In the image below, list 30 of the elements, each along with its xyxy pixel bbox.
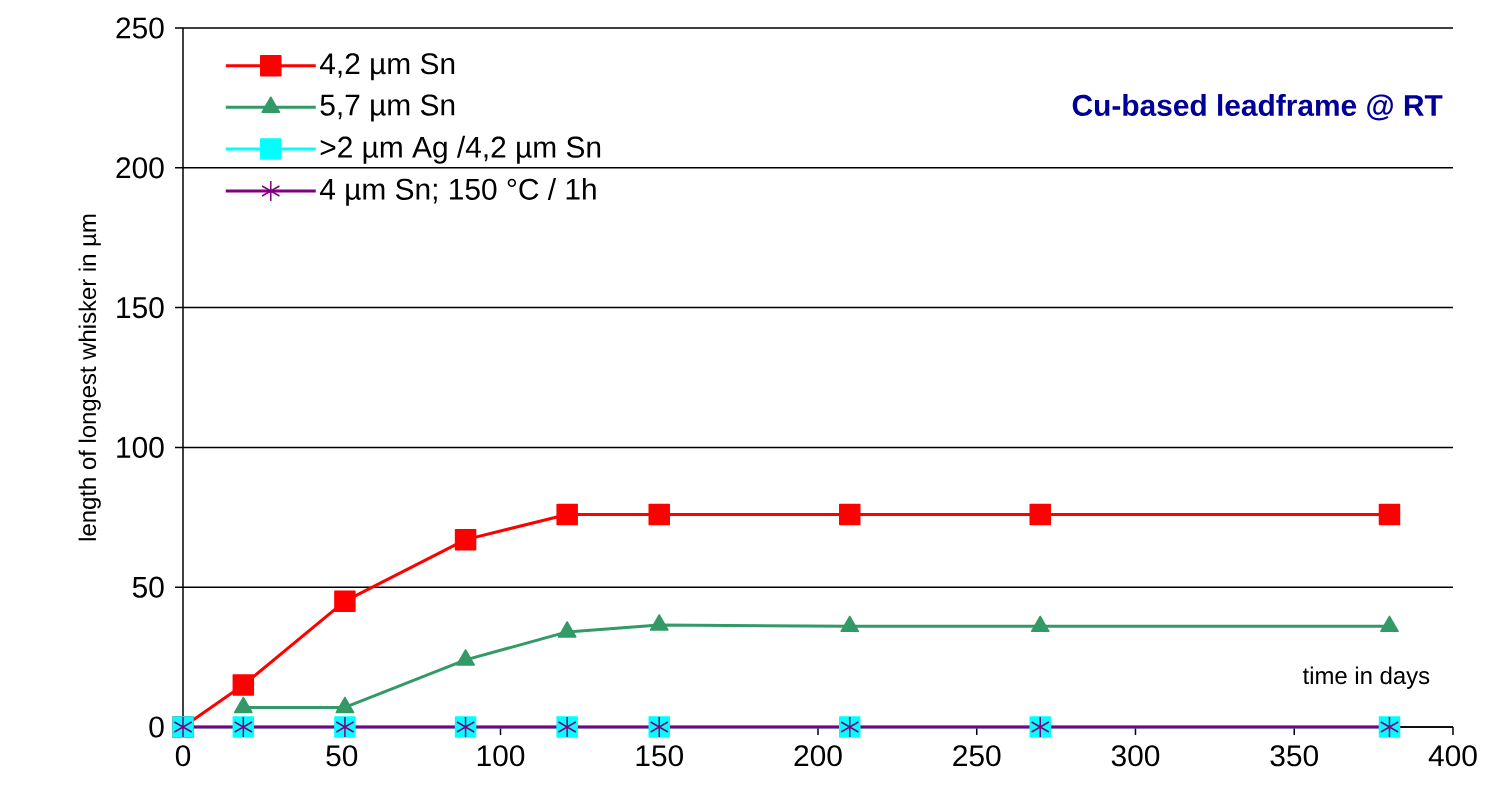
legend-label: 4,2 µm Sn: [319, 53, 455, 81]
y-tick-label: 150: [117, 297, 164, 319]
x-tick-label: 50: [326, 745, 358, 767]
x-tick-label: 200: [794, 745, 842, 767]
x-tick-label: 400: [1428, 745, 1477, 767]
y-tick-label: 100: [117, 436, 164, 458]
point: [232, 674, 255, 696]
y-axis-title: length of longest whisker in µm: [78, 214, 101, 541]
y-tick-label: 50: [132, 576, 164, 598]
legend-label: >2 µm Ag /4,2 µm Sn: [320, 135, 601, 164]
x-tick-label: 150: [636, 745, 683, 767]
x-tick-label: 350: [1270, 745, 1318, 767]
x-tick-label: 100: [477, 745, 525, 767]
x-tick-label: 300: [1111, 745, 1160, 767]
legend-label: 5,7 µm Sn: [320, 94, 455, 122]
x-tick-label: 250: [953, 745, 1001, 767]
point: [454, 528, 477, 551]
text: Cu-based leadframe @ RT: [1072, 94, 1443, 121]
legend-label: 4 µm Sn; 150 °C / 1h: [319, 177, 596, 206]
y-tick-label: 0: [149, 716, 164, 738]
x-tick-label: 0: [175, 745, 191, 767]
y-tick-label: 250: [116, 17, 164, 39]
x-axis-title: time in days: [1302, 666, 1430, 689]
point: [334, 590, 356, 612]
point: [1378, 503, 1401, 526]
point: [1029, 503, 1051, 526]
point: [838, 503, 861, 526]
y-tick-label: 200: [116, 157, 164, 179]
point: [556, 503, 578, 526]
point: [648, 503, 670, 526]
